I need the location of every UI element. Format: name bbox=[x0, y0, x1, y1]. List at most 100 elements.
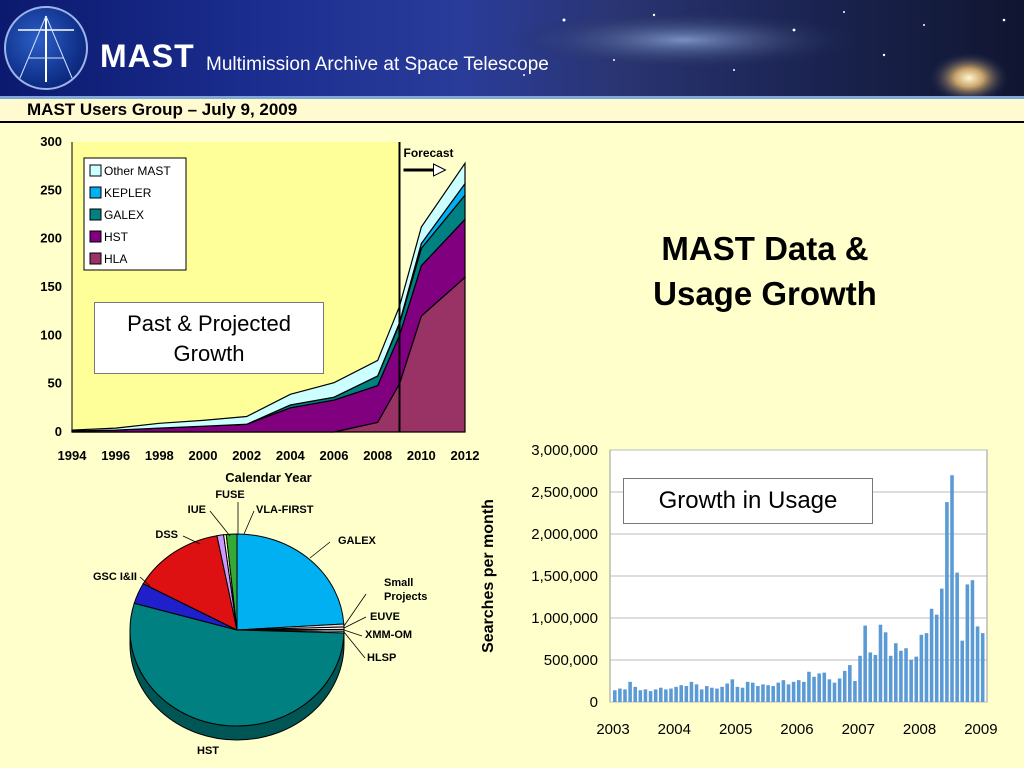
bar bbox=[950, 475, 954, 702]
bar bbox=[720, 686, 724, 702]
pie-slice-galex bbox=[236, 533, 345, 631]
bar bbox=[863, 625, 867, 702]
bar bbox=[832, 682, 837, 702]
y-tick-label: 50 bbox=[48, 376, 62, 391]
bar bbox=[674, 686, 678, 702]
pie-leader-line bbox=[309, 541, 331, 559]
bar bbox=[648, 691, 653, 702]
pie-leader-line bbox=[343, 616, 367, 629]
x-axis-title: Calendar Year bbox=[225, 470, 311, 485]
legend-swatch bbox=[89, 164, 102, 177]
y-tick-label: 2,500,000 bbox=[531, 484, 598, 501]
x-tick-label: 2004 bbox=[276, 448, 306, 463]
bar bbox=[888, 655, 893, 702]
bar bbox=[715, 688, 719, 702]
bar bbox=[899, 650, 903, 702]
brand-subtitle: Multimission Archive at Space Telescope bbox=[206, 54, 549, 75]
bar bbox=[837, 678, 842, 702]
x-tick-label: 2000 bbox=[189, 448, 218, 463]
x-tick-label: 2010 bbox=[407, 448, 436, 463]
growth-area-chart: Forecast 0 50 100 150 200 250 300 1994 1996 1998 20… bbox=[40, 134, 479, 485]
pie-label: DSS bbox=[155, 529, 178, 541]
pie-leader-line bbox=[182, 535, 201, 545]
legend-swatch bbox=[89, 230, 102, 243]
subtitle-bar bbox=[0, 96, 1024, 125]
bar bbox=[740, 687, 745, 702]
bar bbox=[658, 687, 663, 702]
bar bbox=[894, 643, 898, 702]
bar bbox=[730, 679, 735, 702]
bar bbox=[934, 614, 939, 702]
bar bbox=[684, 686, 689, 702]
header-banner: MAST Multimission Archive at Space Teles… bbox=[0, 0, 1024, 96]
slide-title-line2: Usage Growth bbox=[653, 275, 877, 312]
legend-label: KEPLER bbox=[104, 186, 152, 200]
pie-leader-line bbox=[209, 510, 231, 537]
x-tick-label: 2004 bbox=[658, 721, 691, 738]
x-tick-label: 2005 bbox=[719, 721, 752, 738]
bar bbox=[689, 681, 694, 702]
pie-label: IUE bbox=[188, 504, 206, 516]
y-tick-label: 150 bbox=[40, 279, 62, 294]
pie-leader-line bbox=[343, 631, 366, 659]
bar bbox=[710, 687, 714, 702]
pie-label: GSC I&II bbox=[93, 571, 137, 583]
bar bbox=[827, 679, 832, 702]
slide-title-line1: MAST Data & bbox=[661, 230, 869, 267]
mast-logo-icon bbox=[4, 6, 88, 90]
x-tick-label: 1996 bbox=[101, 448, 130, 463]
bar bbox=[940, 588, 944, 702]
pie-leader-line bbox=[343, 629, 363, 637]
x-tick-label: 2002 bbox=[232, 448, 261, 463]
bar bbox=[669, 688, 673, 702]
y-tick-label: 3,000,000 bbox=[531, 442, 598, 459]
bar bbox=[868, 652, 873, 702]
y-tick-label: 1,000,000 bbox=[531, 610, 598, 627]
y-tick-label: 500,000 bbox=[544, 652, 598, 669]
galaxy-banner-image bbox=[504, 10, 1009, 96]
bar bbox=[812, 676, 816, 702]
bar bbox=[786, 684, 791, 702]
pie-label: HLSP bbox=[367, 652, 396, 664]
bar bbox=[858, 655, 862, 702]
callout-past-projected-growth: Past & Projected Growth bbox=[94, 302, 324, 374]
pie-slice-dss bbox=[142, 535, 238, 631]
bar bbox=[725, 683, 729, 702]
bar bbox=[796, 680, 801, 702]
bar bbox=[653, 689, 658, 702]
y-axis-title: Searches per month bbox=[480, 499, 497, 653]
pie-label: GALEX bbox=[338, 535, 377, 547]
x-tick-label: 2008 bbox=[363, 448, 392, 463]
bar bbox=[628, 681, 632, 702]
bar bbox=[735, 686, 740, 702]
bar bbox=[945, 502, 949, 702]
bar bbox=[965, 584, 970, 702]
pie-leader-line bbox=[139, 576, 151, 587]
x-tick-label: 2006 bbox=[320, 448, 349, 463]
bar bbox=[853, 681, 857, 702]
brand-name: MAST bbox=[100, 38, 195, 74]
bar bbox=[873, 654, 878, 702]
pie-label: XMM-OM bbox=[365, 629, 412, 641]
x-tick-label: 2007 bbox=[842, 721, 875, 738]
pie-label: VLA-FIRST bbox=[256, 504, 314, 516]
bar bbox=[919, 634, 924, 702]
y-tick-label: 0 bbox=[55, 424, 62, 439]
y-tick-label: 250 bbox=[40, 182, 62, 197]
pie-label: Small Projects bbox=[384, 577, 427, 603]
bar bbox=[745, 681, 750, 702]
bar bbox=[771, 686, 775, 702]
bar bbox=[904, 648, 908, 702]
x-tick-label: 1994 bbox=[58, 448, 88, 463]
bar bbox=[807, 671, 811, 702]
y-tick-label: 300 bbox=[40, 134, 62, 149]
legend-label: GALEX bbox=[104, 208, 144, 222]
meeting-label: MAST Users Group – July 9, 2009 bbox=[27, 100, 298, 119]
bar bbox=[955, 572, 959, 702]
y-tick-label: 100 bbox=[40, 327, 62, 342]
area-series-other-mast bbox=[71, 161, 466, 432]
pie-label: EUVE bbox=[370, 611, 400, 623]
bar bbox=[848, 665, 852, 702]
bar bbox=[791, 681, 796, 702]
forecast-arrow-icon bbox=[433, 163, 447, 177]
